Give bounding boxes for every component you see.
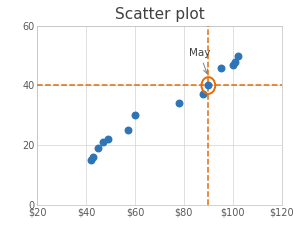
Point: [91, 155, 96, 159]
Point: [132, 113, 137, 117]
Point: [218, 66, 223, 69]
Point: [206, 84, 211, 87]
Text: May: May: [189, 48, 210, 74]
Point: [177, 101, 182, 105]
Point: [235, 54, 240, 57]
Point: [88, 158, 93, 162]
Point: [231, 63, 235, 66]
Point: [101, 140, 106, 144]
Title: Scatter plot: Scatter plot: [115, 7, 204, 22]
Point: [96, 146, 101, 150]
Point: [106, 137, 110, 141]
Point: [233, 60, 238, 63]
Point: [125, 128, 130, 132]
Point: [201, 93, 206, 96]
